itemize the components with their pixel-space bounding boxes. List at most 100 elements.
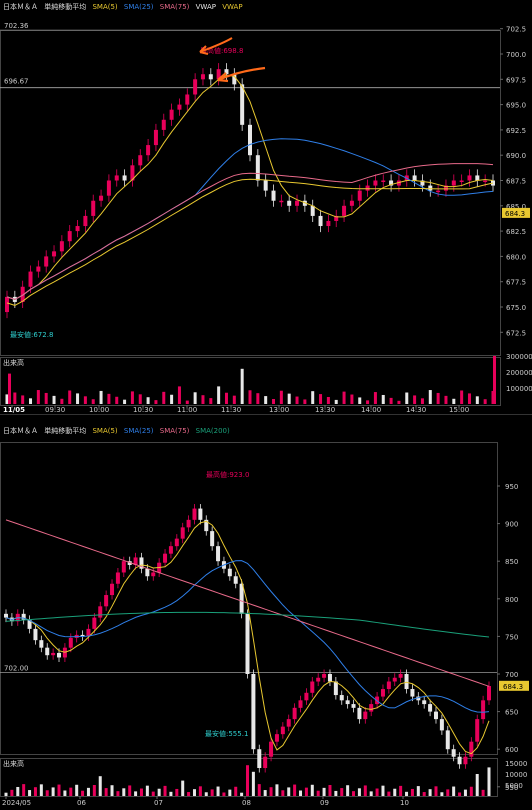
last-price-value: 684.3 <box>503 683 523 691</box>
candlestick <box>487 686 491 701</box>
candlestick <box>386 681 391 690</box>
candlestick <box>463 756 468 765</box>
volume-bar <box>177 386 181 404</box>
candlestick <box>198 508 203 520</box>
indicator-type: 単純移動平均 <box>44 3 87 11</box>
time-tick-label: 14:30 <box>406 406 426 414</box>
candlestick <box>168 546 173 554</box>
volume-bar <box>393 788 397 796</box>
volume-bar <box>52 395 56 404</box>
candlestick <box>380 689 385 697</box>
candlestick <box>36 266 41 272</box>
volume-bar <box>375 788 379 796</box>
legend-sma200: SMA(200) <box>195 427 230 435</box>
intraday-chart-svg[interactable]: 702.5 700.0 697.5 695.0 692.5 690.0 687.5 685.0… <box>0 0 532 414</box>
price-tick-label: 675.0 <box>506 304 526 312</box>
volume-bar <box>57 784 61 796</box>
volume-bar <box>467 393 471 404</box>
candlestick <box>251 674 256 750</box>
candlestick <box>204 519 209 532</box>
volume-bar <box>222 792 226 796</box>
candlestick <box>428 185 433 191</box>
candlestick <box>279 200 284 203</box>
daily-chart-panel[interactable]: 日本Ｍ＆Ａ 単純移動平均 SMA(5) SMA(25) SMA(75) SMA(… <box>0 424 532 810</box>
volume-tick-label: 300000 <box>506 353 532 361</box>
candlestick <box>422 700 427 705</box>
volume-bar <box>397 400 401 404</box>
legend-sma5: SMA(5) <box>92 427 118 435</box>
volume-bar <box>162 391 166 404</box>
candlestick <box>389 180 394 186</box>
price-tick-label: 680.0 <box>506 253 526 261</box>
price-tick-label: 695.0 <box>506 102 526 110</box>
time-tick-label: 10:00 <box>89 406 109 414</box>
volume-bar <box>44 392 48 404</box>
candlestick <box>27 619 32 629</box>
candlestick <box>5 296 9 313</box>
volume-label: 出来高 <box>3 760 24 768</box>
candlestick <box>445 730 450 750</box>
volume-bar <box>342 391 346 404</box>
candlestick <box>255 155 260 181</box>
volume-bar <box>328 785 332 796</box>
candlestick <box>45 647 50 656</box>
volume-bar <box>428 390 432 404</box>
volume-bar <box>358 397 362 404</box>
candlestick <box>286 719 291 727</box>
candlestick <box>68 637 73 648</box>
price-tick-label: 800 <box>505 596 518 604</box>
time-tick-label: 09:30 <box>45 406 65 414</box>
date-tick-label: 2024/05 <box>2 799 31 807</box>
volume-bar <box>287 393 291 404</box>
volume-bar <box>36 390 40 404</box>
daily-chart-svg[interactable]: 950 900 850 800 750 700 650 600 550 702.00 684.3 最高… <box>0 424 532 810</box>
indicator-type: 単純移動平均 <box>44 427 87 435</box>
low-annotation: 最安値:672.8 <box>10 330 53 339</box>
candlestick <box>169 109 174 120</box>
volume-bar <box>192 789 196 796</box>
candlestick <box>318 215 323 227</box>
candlestick <box>151 572 156 577</box>
candlestick <box>91 200 96 216</box>
volume-bar <box>151 791 155 796</box>
volume-bar <box>204 792 208 796</box>
candlestick <box>245 613 250 674</box>
candlestick <box>139 557 144 569</box>
volume-bar <box>83 396 87 404</box>
annotation-arrow-1-head <box>199 45 209 55</box>
candlestick <box>271 190 276 201</box>
price-plot-frame <box>0 30 501 356</box>
candlestick <box>4 613 8 618</box>
candlestick <box>104 595 109 607</box>
volume-bar <box>234 786 238 796</box>
volume-bar <box>287 787 291 796</box>
candlestick <box>110 583 115 596</box>
volume-bar <box>170 394 174 404</box>
candlestick <box>224 69 229 75</box>
candlestick <box>373 180 378 186</box>
volume-bar <box>60 398 64 404</box>
volume-bar <box>240 792 244 796</box>
legend-sma75: SMA(75) <box>159 427 190 435</box>
volume-bar <box>452 786 456 796</box>
candlestick <box>280 726 285 735</box>
candlestick <box>146 145 151 156</box>
price-tick-label: 600 <box>505 746 518 754</box>
volume-bar <box>281 790 285 796</box>
volume-bar <box>326 396 330 404</box>
candlestick <box>334 215 339 221</box>
high-annotation: 最高値:923.0 <box>206 470 249 479</box>
intraday-chart-panel[interactable]: 日本Ｍ＆Ａ 単純移動平均 SMA(5) SMA(25) SMA(75) VWAP… <box>0 0 532 414</box>
candlestick <box>39 640 44 648</box>
legend-sma75: SMA(75) <box>159 3 190 11</box>
candlestick <box>451 180 456 186</box>
volume-bar <box>316 790 320 796</box>
candlestick <box>80 634 85 637</box>
volume-bar <box>4 792 8 796</box>
candlestick <box>342 205 347 216</box>
annotation-arrow-2 <box>217 66 266 82</box>
volume-bar <box>185 400 189 404</box>
volume-bar <box>13 392 17 404</box>
candlestick <box>192 508 197 520</box>
volume-bar <box>311 391 315 404</box>
